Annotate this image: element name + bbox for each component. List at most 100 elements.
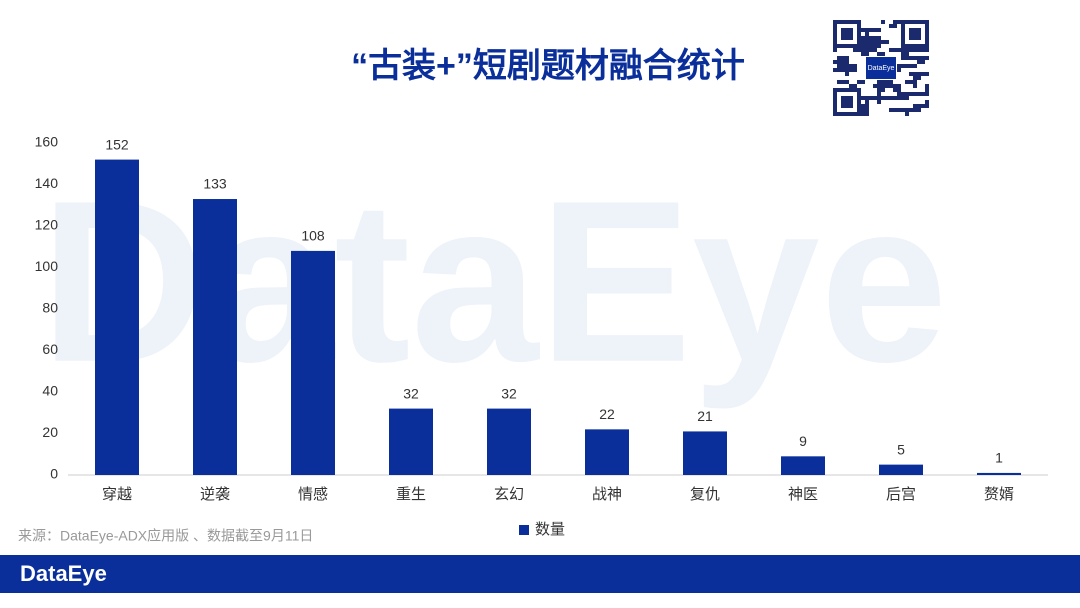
y-tick-label: 40 bbox=[42, 383, 58, 399]
y-tick-label: 160 bbox=[35, 134, 59, 150]
qr-cell bbox=[925, 100, 929, 104]
qr-cell bbox=[917, 56, 921, 60]
qr-code: DataEye bbox=[833, 20, 929, 116]
qr-cell bbox=[861, 52, 865, 56]
qr-cell bbox=[873, 48, 877, 52]
bar bbox=[781, 456, 825, 475]
data-label: 108 bbox=[301, 228, 325, 244]
x-tick-label: 穿越 bbox=[102, 486, 132, 503]
qr-cell bbox=[841, 60, 845, 64]
qr-cell bbox=[897, 92, 901, 96]
qr-finder bbox=[841, 28, 853, 40]
qr-cell bbox=[845, 60, 849, 64]
qr-cell bbox=[849, 68, 853, 72]
x-tick-label: 神医 bbox=[788, 486, 818, 503]
qr-cell bbox=[893, 48, 897, 52]
qr-cell bbox=[869, 44, 873, 48]
qr-cell bbox=[897, 64, 901, 68]
qr-cell bbox=[921, 60, 925, 64]
qr-cell bbox=[925, 72, 929, 76]
qr-label: DataEye bbox=[868, 65, 895, 72]
qr-finder bbox=[909, 28, 921, 40]
bar bbox=[389, 408, 433, 475]
qr-cell bbox=[869, 40, 873, 44]
y-tick-label: 0 bbox=[50, 466, 58, 482]
qr-cell bbox=[889, 84, 893, 88]
qr-cell bbox=[921, 56, 925, 60]
qr-cell bbox=[869, 36, 873, 40]
bar bbox=[193, 199, 237, 475]
y-tick-label: 20 bbox=[42, 424, 58, 440]
qr-cell bbox=[877, 100, 881, 104]
qr-cell bbox=[905, 48, 909, 52]
qr-cell bbox=[909, 80, 913, 84]
qr-cell bbox=[845, 56, 849, 60]
bar bbox=[683, 431, 727, 475]
qr-cell bbox=[849, 64, 853, 68]
qr-cell bbox=[845, 80, 849, 84]
qr-cell bbox=[833, 60, 837, 64]
qr-cell bbox=[909, 108, 913, 112]
qr-cell bbox=[917, 60, 921, 64]
qr-cell bbox=[865, 44, 869, 48]
qr-cell bbox=[865, 36, 869, 40]
qr-cell bbox=[837, 56, 841, 60]
qr-cell bbox=[905, 92, 909, 96]
qr-cell bbox=[853, 68, 857, 72]
legend-label: 数量 bbox=[535, 521, 565, 538]
x-tick-label: 情感 bbox=[298, 486, 328, 503]
qr-cell bbox=[913, 92, 917, 96]
qr-finder bbox=[841, 96, 853, 108]
qr-cell bbox=[889, 108, 893, 112]
qr-cell bbox=[881, 40, 885, 44]
qr-cell bbox=[881, 52, 885, 56]
x-tick-label: 后宫 bbox=[886, 486, 916, 503]
bar bbox=[977, 472, 1021, 475]
qr-cell bbox=[921, 92, 925, 96]
source-note: 来源：DataEye-ADX应用版 、数据截至9月11日 bbox=[18, 528, 313, 544]
qr-cell bbox=[849, 84, 853, 88]
watermark: DataEye bbox=[40, 153, 948, 410]
qr-cell bbox=[841, 64, 845, 68]
data-label: 32 bbox=[501, 385, 517, 401]
qr-cell bbox=[901, 96, 905, 100]
x-tick-label: 复仇 bbox=[690, 485, 720, 503]
qr-cell bbox=[917, 48, 921, 52]
qr-cell bbox=[865, 104, 869, 108]
qr-cell bbox=[837, 68, 841, 72]
data-label: 1 bbox=[995, 450, 1003, 466]
qr-logo bbox=[866, 57, 896, 79]
qr-cell bbox=[925, 88, 929, 92]
qr-cell bbox=[889, 96, 893, 100]
qr-cell bbox=[913, 80, 917, 84]
footer-bar bbox=[0, 555, 1080, 593]
qr-cell bbox=[897, 108, 901, 112]
qr-cell bbox=[881, 88, 885, 92]
qr-cell bbox=[897, 68, 901, 72]
qr-cell bbox=[841, 80, 845, 84]
x-tick-label: 赘婿 bbox=[984, 486, 1014, 503]
x-tick-label: 玄幻 bbox=[494, 486, 524, 503]
qr-cell bbox=[913, 76, 917, 80]
qr-cell bbox=[901, 52, 905, 56]
qr-cell bbox=[853, 48, 857, 52]
qr-cell bbox=[877, 80, 881, 84]
qr-cell bbox=[913, 108, 917, 112]
qr-cell bbox=[917, 104, 921, 108]
data-label: 5 bbox=[897, 441, 905, 457]
qr-cell bbox=[909, 92, 913, 96]
qr-cell bbox=[921, 72, 925, 76]
qr-cell bbox=[845, 68, 849, 72]
qr-cell bbox=[837, 60, 841, 64]
qr-cell bbox=[861, 80, 865, 84]
qr-cell bbox=[909, 72, 913, 76]
qr-cell bbox=[881, 84, 885, 88]
y-tick-label: 100 bbox=[35, 258, 59, 274]
qr-cell bbox=[885, 80, 889, 84]
qr-cell bbox=[917, 72, 921, 76]
qr-cell bbox=[877, 28, 881, 32]
y-tick-label: 140 bbox=[35, 175, 59, 191]
qr-cell bbox=[865, 96, 869, 100]
qr-cell bbox=[885, 96, 889, 100]
